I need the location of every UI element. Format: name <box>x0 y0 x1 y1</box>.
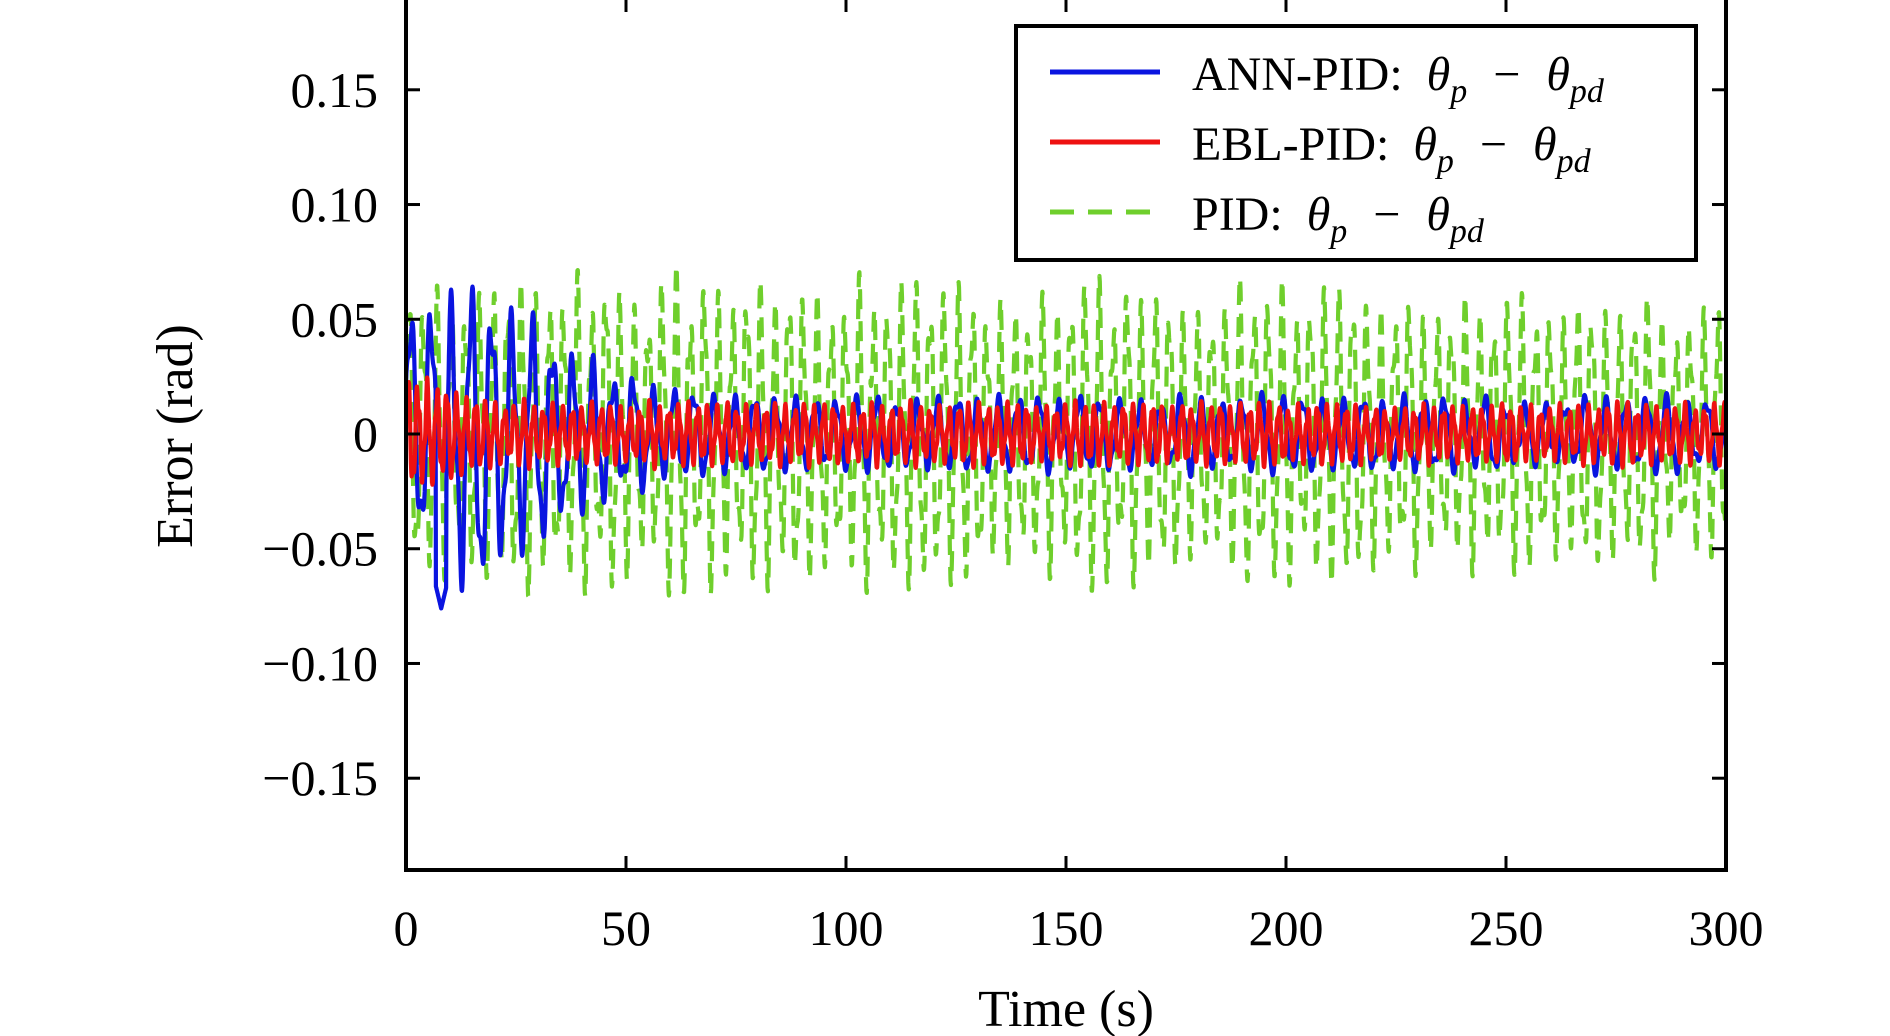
x-axis-label: Time (s) <box>978 981 1154 1036</box>
x-tick-label: 250 <box>1469 900 1544 956</box>
y-axis-ticks: 0.15 0.10 0.05 0 −0.05 −0.10 −0.15 <box>262 62 1726 806</box>
legend-entry-ann-pid: ANN-PID: θp − θpd <box>1192 48 1605 113</box>
y-axis-label: Error (rad) <box>147 324 204 548</box>
x-tick-label: 200 <box>1249 900 1324 956</box>
y-tick-label: −0.10 <box>262 635 378 691</box>
y-tick-label: 0.05 <box>291 291 379 347</box>
series-layer <box>406 263 1726 611</box>
x-tick-label: 300 <box>1689 900 1764 956</box>
legend: ANN-PID: θp − θpd EBL-PID: θp − θpd PID:… <box>1014 24 1698 262</box>
y-tick-label: 0 <box>353 406 378 462</box>
x-tick-label: 0 <box>394 900 419 956</box>
legend-entry-ebl-pid: EBL-PID: θp − θpd <box>1192 118 1592 183</box>
y-tick-label: 0.10 <box>291 177 379 233</box>
x-tick-label: 50 <box>601 900 651 956</box>
y-tick-label: 0.15 <box>291 62 379 118</box>
series-line-pid <box>406 263 1726 599</box>
legend-entry-pid: PID: θp − θpd <box>1192 188 1485 253</box>
series-line-ebl-pid <box>406 375 1726 487</box>
x-tick-label: 150 <box>1029 900 1104 956</box>
legend-label-ebl-pid: EBL-PID: <box>1192 118 1389 171</box>
x-tick-label: 100 <box>809 900 884 956</box>
legend-label-pid: PID: <box>1192 188 1283 241</box>
series-line-ann-pid <box>406 284 1726 611</box>
x-axis-ticks: 0 50 100 150 200 250 300 <box>394 0 1764 956</box>
legend-label-ann-pid: ANN-PID: <box>1192 48 1403 101</box>
y-tick-label: −0.05 <box>262 521 378 577</box>
y-tick-label: −0.15 <box>262 750 378 806</box>
